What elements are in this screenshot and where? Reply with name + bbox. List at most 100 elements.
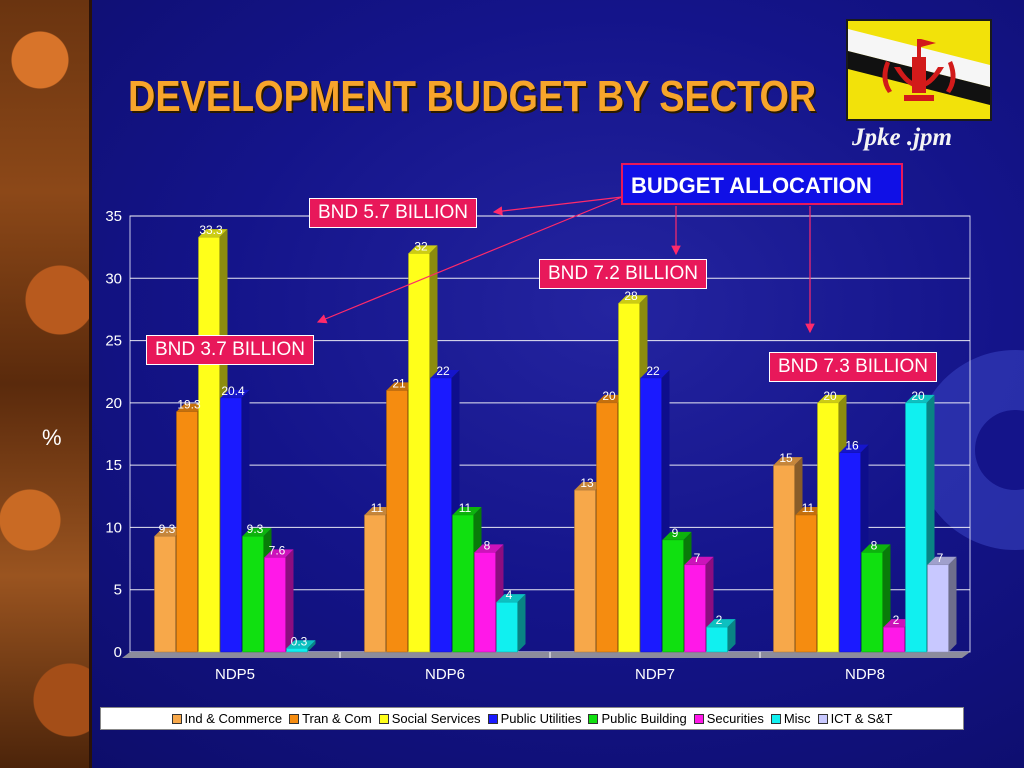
legend-label: Misc [783, 711, 811, 726]
x-tick-label: NDP6 [425, 666, 465, 683]
data-label: 20 [602, 389, 616, 403]
bar-side [285, 549, 294, 652]
legend-label: Ind & Commerce [184, 711, 283, 726]
bar [452, 514, 474, 653]
bar [839, 452, 861, 653]
chart-legend: Ind & Commerce Tran & Com Social Services P… [100, 707, 964, 730]
data-label: 15 [779, 451, 793, 465]
bar [220, 397, 242, 653]
bar [496, 601, 518, 653]
legend-swatch [171, 713, 182, 724]
bar [154, 535, 176, 653]
bar-top [618, 295, 648, 304]
bar [618, 302, 640, 653]
legend-item: ICT & S&T [817, 711, 893, 726]
bar [795, 514, 817, 653]
data-label: 20.4 [221, 384, 245, 398]
bar-top [220, 389, 250, 398]
legend-label: Tran & Com [302, 711, 372, 726]
y-tick-label: 5 [114, 582, 122, 599]
data-label: 11 [371, 501, 384, 515]
bar [817, 402, 839, 653]
bar [905, 402, 927, 653]
callout-ndp6: BND 5.7 BILLION [309, 198, 477, 228]
bar [706, 626, 728, 653]
bar [408, 253, 430, 653]
data-label: 22 [646, 364, 660, 378]
legend-item: Tran & Com [289, 711, 372, 726]
legend-swatch [770, 713, 781, 724]
data-label: 28 [624, 289, 638, 303]
legend-swatch [378, 713, 389, 724]
legend-label: ICT & S&T [830, 711, 893, 726]
legend-swatch [588, 713, 599, 724]
legend-swatch [289, 713, 300, 724]
legend-swatch [693, 713, 704, 724]
data-label: 22 [436, 364, 450, 378]
data-label: 13 [580, 476, 594, 490]
callout-arrow [492, 196, 623, 216]
data-label: 19.3 [177, 398, 201, 412]
brunei-flag-image [846, 19, 992, 121]
budget-allocation-box: BUDGET ALLOCATION [621, 163, 903, 205]
bar [684, 564, 706, 653]
bar-top [496, 594, 526, 603]
y-tick-label: 10 [105, 519, 122, 536]
bar-top [817, 394, 847, 403]
bar [364, 514, 386, 653]
bar [927, 564, 949, 653]
data-label: 32 [414, 239, 428, 253]
bar-top [640, 369, 670, 378]
data-label: 2 [716, 613, 723, 627]
bar-side [727, 619, 736, 652]
bar [242, 535, 264, 653]
bar-top [408, 245, 438, 254]
legend-item: Misc [770, 711, 811, 726]
slide-title: DEVELOPMENT BUDGET BY SECTOR [128, 72, 817, 121]
bar-top [905, 394, 935, 403]
author-caption: Jpke .jpm [852, 124, 952, 151]
data-label: 7.6 [269, 543, 286, 557]
legend-label: Social Services [391, 711, 481, 726]
bar [264, 557, 286, 653]
data-label: 20 [823, 389, 837, 403]
bar-top [773, 457, 803, 466]
y-tick-label: 25 [105, 333, 122, 350]
data-label: 4 [506, 588, 513, 602]
data-label: 21 [392, 376, 406, 390]
data-label: 7 [937, 551, 944, 565]
x-tick-label: NDP5 [215, 666, 255, 683]
legend-label: Securities [706, 711, 764, 726]
bar-top [662, 531, 692, 540]
data-label: 11 [459, 501, 472, 515]
bar [861, 552, 883, 653]
y-tick-label: 30 [105, 270, 122, 287]
data-label: 11 [802, 501, 815, 515]
data-label: 20 [911, 389, 925, 403]
bar [474, 552, 496, 653]
x-tick-label: NDP8 [845, 666, 885, 683]
legend-swatch [817, 713, 828, 724]
callout-ndp8: BND 7.3 BILLION [769, 352, 937, 382]
data-label: 7 [694, 551, 701, 565]
bar [574, 489, 596, 653]
bar-top [839, 444, 869, 453]
data-label: 0.3 [291, 634, 308, 648]
bar-top [430, 369, 460, 378]
data-label: 9 [672, 526, 679, 540]
bar [883, 626, 905, 653]
bar-top [927, 556, 957, 565]
bar [176, 411, 198, 653]
bar-top [684, 556, 714, 565]
y-tick-label: 35 [105, 208, 122, 225]
y-tick-label: 0 [114, 644, 122, 661]
legend-item: Ind & Commerce [171, 711, 283, 726]
legend-swatch [487, 713, 498, 724]
bar [596, 402, 618, 653]
bar-top [198, 229, 228, 238]
bar [773, 464, 795, 653]
decorative-gear-strip [0, 0, 92, 768]
callout-ndp5: BND 3.7 BILLION [146, 335, 314, 365]
y-tick-label: 15 [105, 457, 122, 474]
data-label: 33.3 [199, 223, 223, 237]
